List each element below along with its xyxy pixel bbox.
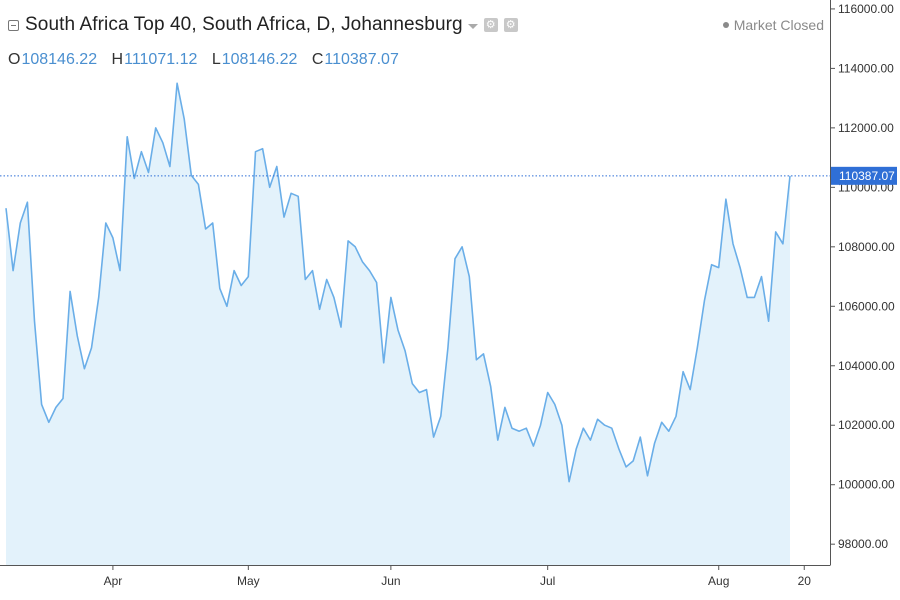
low-value: 108146.22	[221, 51, 298, 68]
gear-icon[interactable]: ⚙	[503, 18, 518, 32]
open-value: 108146.22	[21, 51, 98, 68]
open-key: O	[8, 51, 21, 68]
x-tick-label: 20	[798, 574, 812, 588]
x-tick-label: May	[237, 574, 260, 588]
x-tick-label: Apr	[104, 574, 123, 588]
y-tick-label: 106000.00	[838, 299, 895, 313]
market-status-label: Market Closed	[733, 17, 824, 33]
y-tick-label: 112000.00	[838, 121, 894, 135]
chart-header: South Africa Top 40, South Africa, D, Jo…	[8, 14, 518, 36]
chevron-down-icon[interactable]	[467, 23, 478, 29]
last-price-label: 110387.07	[839, 169, 895, 183]
high-key: H	[111, 51, 124, 68]
x-tick-label: Jul	[540, 574, 555, 588]
market-status: Market Closed	[722, 17, 824, 33]
y-tick-label: 100000.00	[838, 478, 895, 492]
x-tick-label: Aug	[708, 574, 729, 588]
close-key: C	[311, 51, 324, 68]
x-tick-label: Jun	[381, 574, 400, 588]
status-dot-icon	[722, 22, 729, 28]
y-tick-label: 116000.00	[838, 2, 894, 16]
last-price-badge	[831, 166, 897, 185]
y-tick-label: 114000.00	[838, 61, 894, 75]
low-key: L	[211, 51, 221, 68]
ohlc-readout: O108146.22 H111071.12 L108146.22 C110387…	[8, 51, 409, 69]
close-value: 110387.07	[324, 51, 399, 68]
high-value: 111071.12	[124, 51, 198, 68]
settings-icon[interactable]: ⚙	[483, 18, 498, 32]
series-area-fill	[6, 83, 790, 566]
y-tick-label: 108000.00	[838, 240, 895, 254]
chart-title: South Africa Top 40, South Africa, D, Jo…	[25, 14, 463, 35]
collapse-icon[interactable]	[8, 19, 19, 31]
y-tick-label: 102000.00	[838, 418, 895, 432]
y-tick-label: 98000.00	[838, 537, 888, 551]
y-tick-label: 104000.00	[838, 359, 895, 373]
series-line	[5, 82, 791, 483]
